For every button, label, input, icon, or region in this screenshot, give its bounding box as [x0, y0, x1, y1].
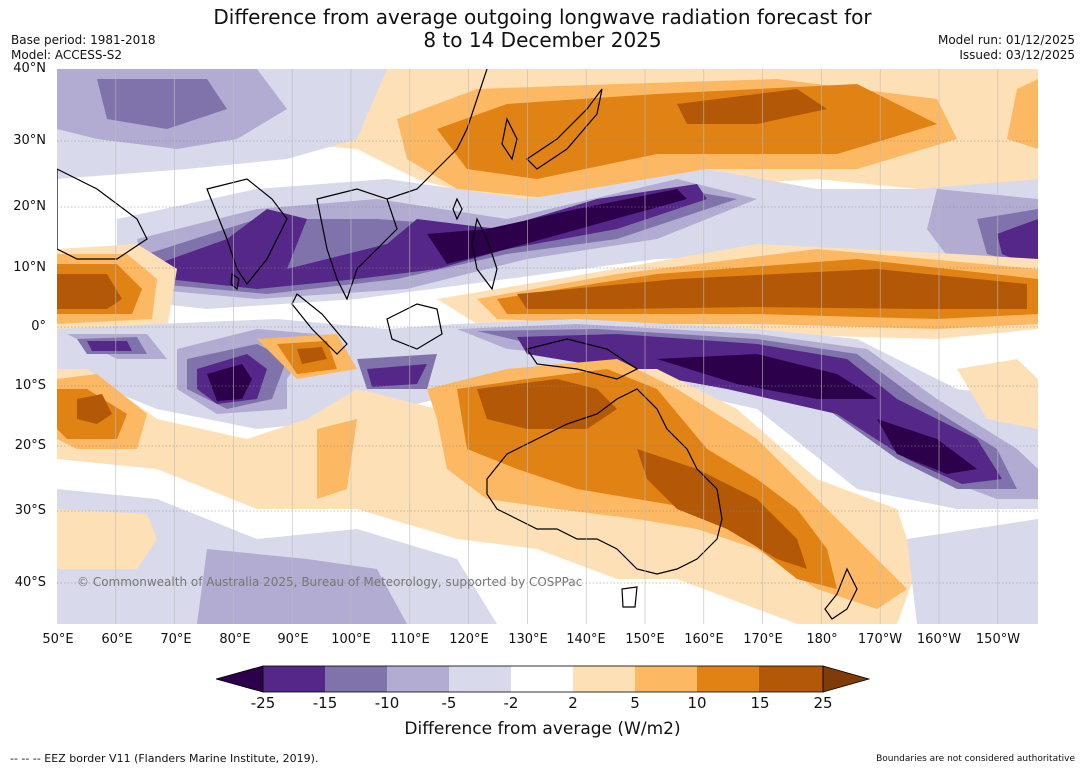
lon-label-170w: 170°W	[857, 632, 903, 647]
colorbar-tick-2: 2	[568, 694, 578, 712]
lat-label-20n: 20°N	[13, 199, 46, 214]
map-svg	[57, 69, 1038, 624]
model-name: Model: ACCESS-S2	[11, 48, 123, 62]
gridlines-lon	[115, 69, 999, 624]
contour-pos5-10-south	[57, 334, 907, 609]
contour-lt-neg25-band	[427, 189, 687, 264]
colorbar-seg-neg25-neg15	[263, 666, 325, 692]
contour-neg10-5-sw	[197, 549, 407, 624]
contour-pos2-5-sw	[57, 509, 157, 569]
lat-label-30n: 30°N	[13, 133, 46, 148]
colorbar-seg-2-5	[573, 666, 635, 692]
coastlines	[57, 69, 858, 620]
philippines-coast	[471, 217, 498, 291]
anomaly-contours	[57, 69, 1038, 624]
tasmania-coast	[621, 586, 638, 608]
contour-neg15-10	[97, 79, 227, 129]
lat-label-0: 0°	[31, 319, 46, 334]
colorbar-tick-neg15: -15	[312, 694, 338, 712]
colorbar	[216, 665, 870, 693]
contour-lt-neg25-seq	[207, 354, 977, 474]
taiwan-coast	[452, 197, 463, 221]
olr-anomaly-map	[57, 69, 1038, 624]
new-guinea-coast	[526, 338, 639, 380]
gridlines	[57, 140, 1038, 584]
korea-coast	[501, 117, 518, 161]
colorbar-title: Difference from average (W/m2)	[404, 719, 681, 739]
lon-label-130e: 130°E	[508, 632, 548, 647]
colorbar-tick-neg25: -25	[250, 694, 276, 712]
colorbar-seg-neg15-neg10	[325, 666, 387, 692]
colorbar-tick-5: 5	[630, 694, 640, 712]
arabia-coast	[57, 168, 148, 260]
lon-label-160e: 160°E	[684, 632, 724, 647]
colorbar-seg-5-10	[635, 666, 697, 692]
lon-label-60e: 60°E	[101, 632, 133, 647]
colorbar-tick-neg5: -5	[441, 694, 457, 712]
lat-label-10n: 10°N	[13, 260, 46, 275]
contour-pos15-25-south	[77, 347, 807, 569]
colorbar-extend-low	[216, 665, 264, 693]
colorbar-border	[262, 665, 824, 693]
colorbar-seg-15-25	[759, 666, 823, 692]
contour-pos15-25	[677, 89, 827, 124]
lon-label-70e: 70°E	[160, 632, 192, 647]
indochina-coast	[316, 188, 398, 301]
lon-label-90e: 90°E	[277, 632, 309, 647]
lon-label-160w: 160°W	[916, 632, 962, 647]
colorbar-tick-25: 25	[813, 694, 833, 712]
lon-label-170e: 170°E	[743, 632, 783, 647]
lon-label-120e: 120°E	[449, 632, 489, 647]
contour-pos15-25-band	[57, 269, 1027, 309]
lon-label-50e: 50°E	[42, 632, 74, 647]
india-coast	[206, 178, 288, 286]
borneo-coast	[386, 303, 443, 350]
lon-label-150w: 150°W	[975, 632, 1021, 647]
boundaries-disclaimer: Boundaries are not considered authoritat…	[876, 754, 1075, 764]
lon-label-100e: 100°E	[331, 632, 371, 647]
new-zealand-coast	[824, 567, 858, 620]
lon-label-180: 180°	[806, 632, 838, 647]
australia-coast	[486, 388, 723, 575]
colorbar-seg-neg2-2	[511, 666, 573, 692]
lat-label-40n: 40°N	[13, 61, 46, 76]
colorbar-tick-neg10: -10	[374, 694, 400, 712]
colorbar-tick-15: 15	[750, 694, 770, 712]
model-run: Model run: 01/12/2025	[937, 33, 1075, 47]
colorbar-seg-neg5-neg2	[449, 666, 511, 692]
lon-label-110e: 110°E	[390, 632, 430, 647]
colorbar-extend-high	[822, 665, 870, 693]
colorbar-seg-neg10-neg5	[387, 666, 449, 692]
map-title-line2: 8 to 14 December 2025	[423, 28, 662, 52]
issued-date: Issued: 03/12/2025	[959, 48, 1075, 62]
lat-label-40s: 40°S	[14, 575, 46, 590]
base-period: Base period: 1981-2018	[11, 33, 156, 47]
eez-border-note: -- -- -- EEZ border V11 (Flanders Marine…	[10, 752, 319, 765]
copyright-notice: © Commonwealth of Australia 2025, Bureau…	[77, 575, 583, 589]
colorbar-tick-neg2: -2	[503, 694, 519, 712]
contour-neg5-2-se	[907, 519, 1038, 624]
lat-label-30s: 30°S	[14, 503, 46, 518]
colorbar-tick-10: 10	[687, 694, 707, 712]
contour-neg25-15-ne	[997, 219, 1038, 269]
lat-label-10s: 10°S	[14, 378, 46, 393]
lon-label-140e: 140°E	[566, 632, 606, 647]
lon-label-150e: 150°E	[625, 632, 665, 647]
japan-coast	[526, 88, 603, 170]
sri-lanka-coast	[230, 272, 240, 291]
contour-pos5-10-ne	[1007, 79, 1038, 149]
contour-pos10-15-south	[57, 341, 837, 589]
lat-label-20s: 20°S	[14, 438, 46, 453]
map-title-line1: Difference from average outgoing longwav…	[213, 5, 872, 29]
lon-label-80e: 80°E	[219, 632, 251, 647]
china-coast	[386, 69, 488, 200]
colorbar-seg-10-15	[697, 666, 759, 692]
